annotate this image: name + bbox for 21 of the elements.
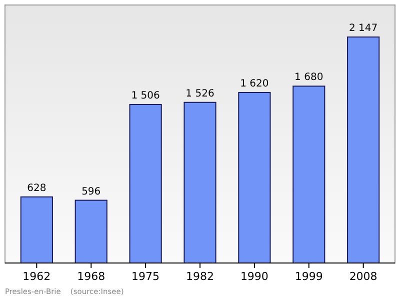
bar: [184, 102, 216, 264]
x-tick-label: 2008: [349, 270, 378, 283]
x-tick-label: 1975: [132, 270, 160, 283]
x-tick-label: 1990: [240, 270, 268, 283]
x-tick-label: 1962: [22, 270, 51, 283]
data-label: 2 147: [349, 23, 378, 34]
data-label: 596: [82, 186, 101, 198]
data-label: 1 506: [131, 90, 160, 102]
bar: [129, 104, 162, 264]
bar: [292, 86, 326, 264]
bar: [347, 36, 380, 264]
data-label: 628: [27, 182, 46, 194]
data-label: 1 526: [186, 88, 214, 100]
x-tick-label: 1968: [77, 270, 106, 283]
x-tick-label: 1982: [186, 270, 214, 283]
bar: [20, 196, 53, 264]
x-tick-label: 1999: [294, 270, 323, 283]
bar: [238, 92, 271, 264]
data-label: 1 680: [294, 72, 324, 84]
bar: [74, 200, 108, 264]
data-label: 1 620: [240, 78, 269, 90]
